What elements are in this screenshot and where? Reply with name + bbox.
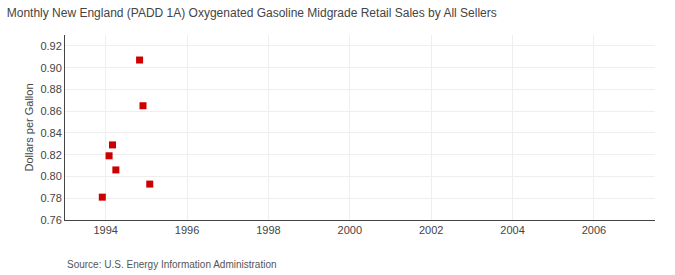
svg-text:2000: 2000 [338,224,362,236]
svg-text:0.86: 0.86 [40,105,61,117]
svg-text:1994: 1994 [93,224,117,236]
svg-text:0.92: 0.92 [40,40,61,52]
svg-text:0.82: 0.82 [40,149,61,161]
svg-text:0.84: 0.84 [40,127,61,139]
svg-text:2006: 2006 [582,224,606,236]
svg-text:0.88: 0.88 [40,83,61,95]
svg-text:2004: 2004 [500,224,524,236]
svg-text:Source: U.S. Energy Informatio: Source: U.S. Energy Information Administ… [67,259,277,270]
svg-text:0.76: 0.76 [40,214,61,226]
svg-text:0.90: 0.90 [40,62,61,74]
svg-text:1998: 1998 [256,224,280,236]
svg-text:0.78: 0.78 [40,192,61,204]
svg-text:Dollars per Gallon: Dollars per Gallon [23,83,35,171]
svg-text:Monthly New England (PADD 1A): Monthly New England (PADD 1A) Oxygenated… [7,6,497,20]
svg-text:1996: 1996 [175,224,199,236]
svg-text:2002: 2002 [419,224,443,236]
svg-text:0.80: 0.80 [40,170,61,182]
